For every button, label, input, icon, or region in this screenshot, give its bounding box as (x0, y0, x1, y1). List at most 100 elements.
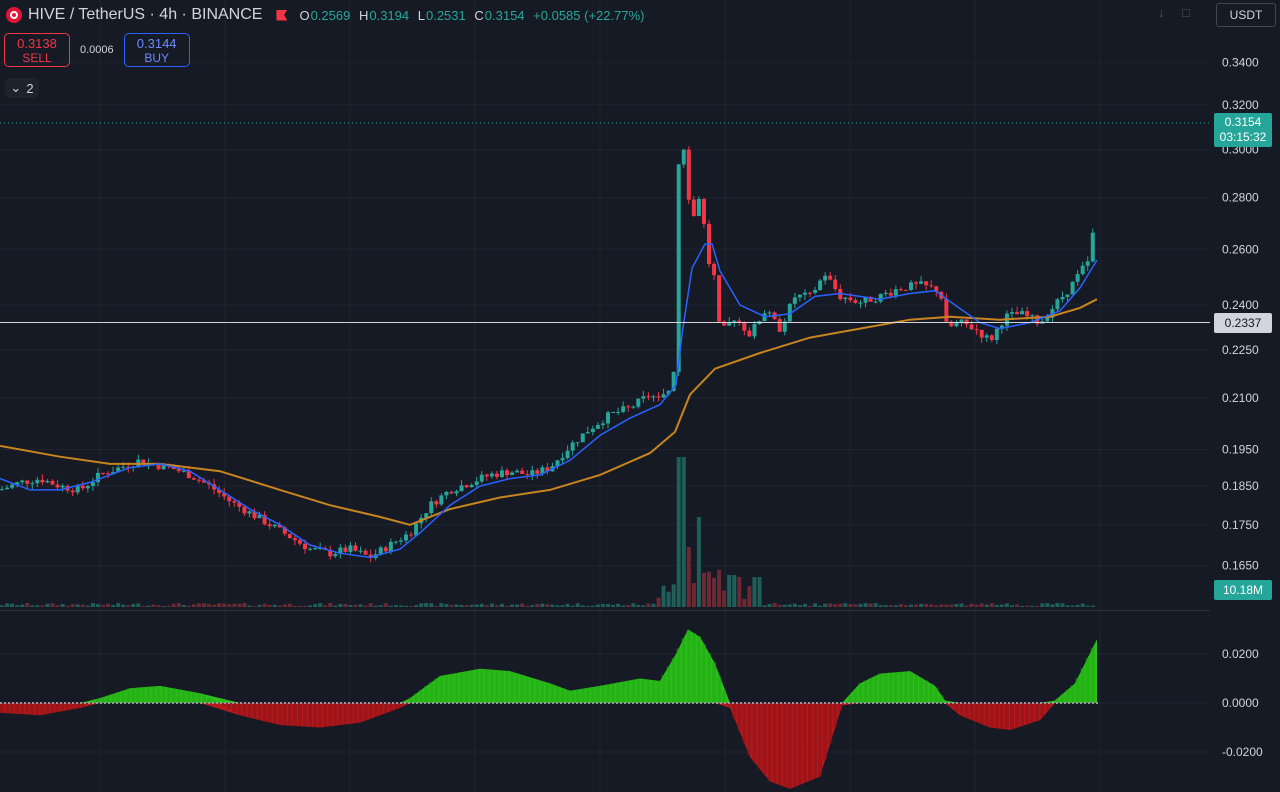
candle-body (15, 482, 20, 485)
candle-body (1065, 294, 1070, 297)
candle-body (1020, 311, 1025, 315)
fullscreen-icon[interactable]: □ (1182, 5, 1190, 20)
candle-body (227, 496, 232, 502)
candle-body (404, 534, 408, 541)
volume-bar (232, 603, 237, 607)
candle-body (1075, 274, 1080, 282)
volume-bar (505, 605, 509, 607)
volume-bar (252, 605, 257, 607)
volume-bar (813, 603, 818, 607)
volume-bar (60, 604, 65, 607)
osc-column (782, 703, 787, 787)
buy-button[interactable]: 0.3144 BUY (123, 33, 190, 67)
candle-body (797, 294, 802, 298)
volume-bar (5, 603, 10, 607)
osc-column (686, 629, 691, 703)
osc-column (565, 689, 570, 703)
osc-column (454, 673, 459, 703)
volume-bar (449, 605, 454, 607)
volume-bar (35, 605, 40, 607)
osc-column (106, 695, 111, 703)
osc-column (585, 687, 590, 703)
volume-bar (929, 604, 934, 607)
candle-body (717, 275, 722, 322)
volume-bar (424, 603, 429, 607)
osc-column (691, 633, 696, 703)
price-tick-label: 0.3200 (1222, 98, 1259, 112)
currency-selector[interactable]: USDT (1216, 3, 1276, 27)
volume-bar (833, 604, 838, 607)
osc-column (414, 693, 419, 703)
osc-column (924, 680, 929, 703)
osc-column (974, 703, 979, 723)
spread-value: 0.0006 (80, 44, 114, 56)
osc-column (1090, 647, 1095, 703)
osc-column (878, 673, 883, 703)
osc-column (20, 703, 25, 715)
candle-body (777, 319, 782, 332)
volume-bar (454, 604, 459, 607)
candle-body (308, 548, 313, 550)
osc-column (136, 687, 141, 703)
candle-body (570, 442, 575, 451)
candle-body (191, 478, 196, 480)
volume-bar (802, 603, 807, 607)
candle-body (691, 199, 696, 216)
volume-bar (358, 604, 363, 607)
candle-body (828, 275, 833, 280)
osc-column (626, 680, 631, 703)
volume-bar (772, 603, 777, 607)
flag-icon[interactable] (276, 9, 288, 21)
volume-bar (1055, 603, 1060, 607)
volume-bar (121, 604, 126, 607)
volume-bar (777, 604, 782, 607)
osc-column (797, 703, 802, 785)
osc-column (126, 688, 131, 703)
candle-body (116, 467, 121, 473)
osc-column (838, 703, 843, 711)
volume-bar (292, 605, 297, 607)
volume-bar (207, 603, 212, 607)
arrow-down-icon[interactable]: ↓ (1158, 5, 1165, 20)
candle-body (126, 466, 131, 468)
volume-bar (464, 605, 469, 607)
volume-bar (560, 605, 565, 607)
price-tick-label: 0.1850 (1222, 479, 1259, 493)
volume-bar (116, 603, 121, 607)
volume-bar (979, 603, 984, 607)
osc-column (575, 689, 580, 703)
candle-body (363, 550, 368, 555)
osc-column (777, 703, 782, 785)
price-tick-label: 0.1650 (1222, 559, 1259, 573)
volume-bar (156, 605, 161, 607)
volume-bar (530, 605, 535, 607)
volume-bar (641, 605, 646, 607)
osc-column (893, 672, 898, 703)
indicators-toggle-button[interactable]: ⌄ 2 (5, 78, 39, 98)
candle-body (156, 464, 161, 470)
symbol-title[interactable]: HIVE / TetherUS · 4h · BINANCE (28, 6, 263, 23)
volume-bar (550, 604, 555, 607)
osc-column (853, 688, 858, 703)
osc-column (499, 670, 504, 703)
candle-body (505, 470, 509, 476)
candle-body (338, 547, 343, 554)
volume-bar (595, 604, 600, 607)
candle-body (661, 394, 666, 398)
volume-bar (924, 603, 929, 607)
candle-body (833, 279, 838, 290)
price-axis[interactable]: 0.34000.32000.30000.28000.26000.24000.22… (1222, 56, 1263, 759)
candle-body (752, 324, 757, 337)
osc-column (863, 680, 868, 703)
volume-bar (343, 603, 348, 607)
osc-column (555, 686, 560, 703)
osc-column (237, 703, 242, 715)
volume-bar (752, 577, 757, 607)
price-tick-label: 0.3400 (1222, 56, 1259, 70)
osc-column (984, 703, 989, 727)
osc-column (535, 679, 540, 703)
candle-body (530, 470, 535, 476)
volume-bar (914, 604, 919, 607)
sell-button[interactable]: 0.3138 SELL (4, 33, 70, 67)
